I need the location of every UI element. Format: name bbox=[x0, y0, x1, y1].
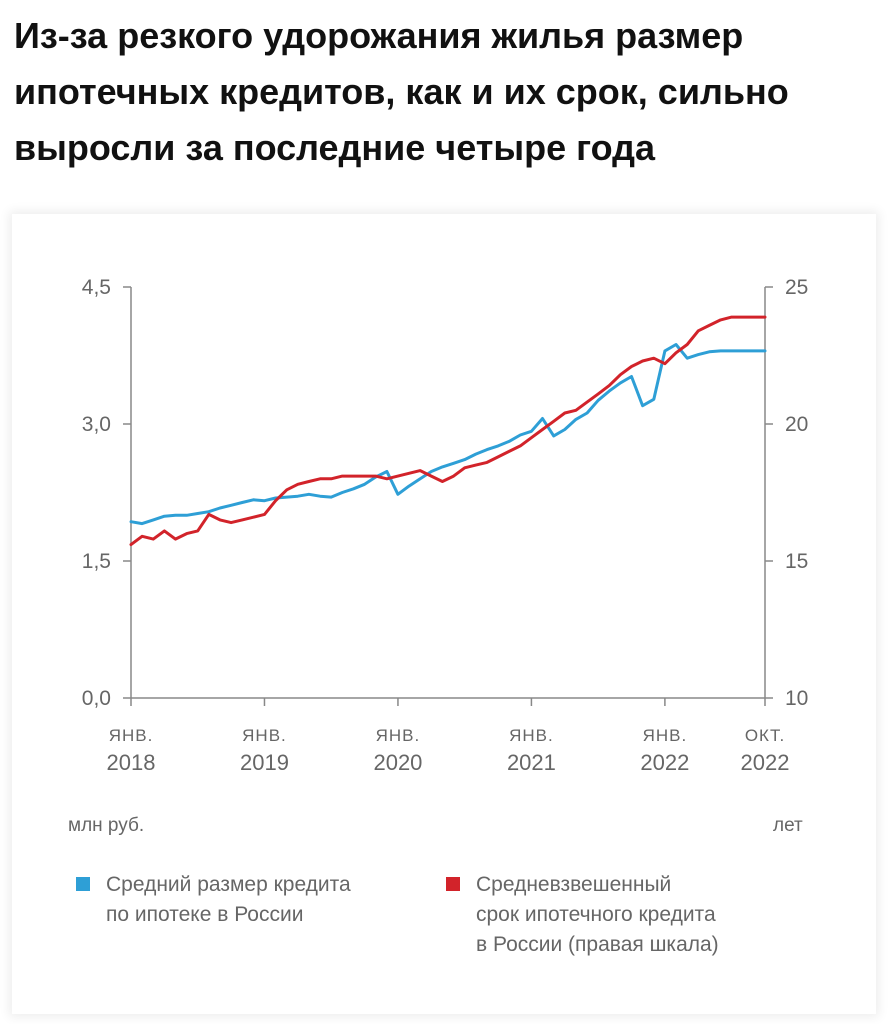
series-line-credit-size bbox=[129, 343, 767, 526]
x-axis-tick-month: ЯНВ. bbox=[643, 726, 688, 745]
legend-item-credit-term: Средневзвешенный срок ипотечного кредита… bbox=[446, 870, 719, 960]
x-axis-tick-month: ЯНВ. bbox=[242, 726, 287, 745]
chart-headline: Из-за резкого удорожания жилья размер ип… bbox=[14, 15, 789, 168]
legend-line: Средний размер кредита bbox=[106, 873, 351, 896]
x-axis-tick-year: 2022 bbox=[741, 750, 790, 775]
x-axis-tick-year: 2020 bbox=[373, 750, 422, 775]
left-axis-tick-label: 4,5 bbox=[82, 276, 111, 299]
legend-line: срок ипотечного кредита bbox=[476, 903, 716, 926]
chart-series bbox=[129, 315, 767, 547]
left-axis-tick-label: 1,5 bbox=[82, 550, 111, 573]
right-axis-unit: лет bbox=[773, 815, 803, 836]
chart-card bbox=[12, 214, 876, 1014]
left-axis-tick-label: 3,0 bbox=[82, 413, 111, 436]
left-axis-unit: млн руб. bbox=[68, 815, 145, 836]
x-axis-tick-month: ЯНВ. bbox=[109, 726, 154, 745]
legend-line: Средневзвешенный bbox=[476, 873, 672, 896]
x-axis-tick-month: ЯНВ. bbox=[376, 726, 421, 745]
legend-item-credit-size: Средний размер кредита по ипотеке в Росс… bbox=[76, 870, 351, 930]
legend-line: в России (правая шкала) bbox=[476, 933, 719, 956]
legend-label-credit-size: Средний размер кредита по ипотеке в Росс… bbox=[106, 870, 351, 930]
x-axis-tick-year: 2019 bbox=[240, 750, 289, 775]
legend-swatch-blue bbox=[76, 877, 90, 891]
right-axis-tick-label: 15 bbox=[785, 550, 808, 573]
legend-line: по ипотеке в России bbox=[106, 903, 304, 926]
chart-axes: 0,0 1,5 3,0 4,5 10 15 20 25 ЯНВ. 2018 ЯНВ. 2019 ЯНВ.… bbox=[82, 276, 809, 775]
x-axis-tick-month: ОКТ. bbox=[745, 726, 785, 745]
x-axis-tick-year: 2022 bbox=[640, 750, 689, 775]
x-axis-tick-year: 2021 bbox=[507, 750, 556, 775]
right-axis-tick-label: 25 bbox=[785, 276, 808, 299]
series-line-credit-term bbox=[129, 315, 767, 547]
legend-label-credit-term: Средневзвешенный срок ипотечного кредита… bbox=[476, 870, 719, 960]
right-axis-tick-label: 20 bbox=[785, 413, 808, 436]
x-axis-tick-year: 2018 bbox=[107, 750, 156, 775]
x-axis-tick-month: ЯНВ. bbox=[509, 726, 554, 745]
right-axis-tick-label: 10 bbox=[785, 687, 808, 710]
left-axis-tick-label: 0,0 bbox=[82, 687, 111, 710]
legend-swatch-red bbox=[446, 877, 460, 891]
